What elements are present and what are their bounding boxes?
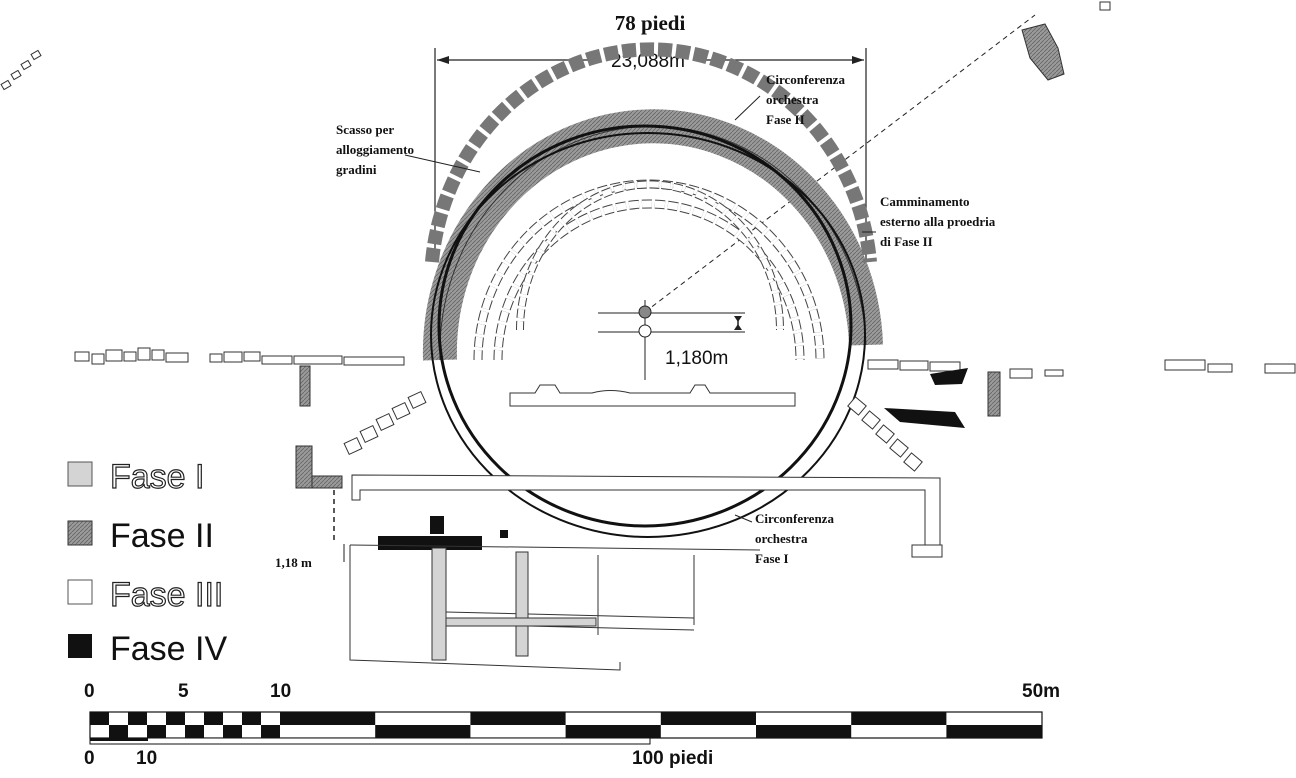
fase4-wall: [378, 536, 482, 550]
orchestra-circle-fase1: [430, 132, 866, 538]
wall-right: [867, 359, 1296, 379]
wall-right-fase2-pier: [987, 371, 1001, 417]
scale-segment-large: [280, 712, 376, 725]
annotation-orchestra-fase2: Circonferenza orchestra Fase II: [734, 72, 845, 127]
annotation-camminamento-line2: esterno alla proedria: [880, 214, 996, 229]
scale-segment-small: [223, 725, 242, 738]
annotation-orchestra-fase2-line3: Fase II: [766, 112, 805, 127]
scale-segment-large: [851, 712, 947, 725]
scale-segment-large: [375, 725, 471, 738]
scale-segment-small: [128, 712, 147, 725]
annotation-orchestra-fase1: Circonferenza orchestra Fase I: [734, 511, 834, 566]
scale-bar-meters: 0 5 10 50m: [84, 681, 1060, 739]
legend-item-fase1: Fase I: [67, 457, 205, 497]
annotation-orchestra-fase1-line1: Circonferenza: [755, 511, 834, 526]
annotation-camminamento-line3: di Fase II: [880, 234, 933, 249]
wall-left-fase2-pier: [299, 365, 311, 407]
wall-right-fase4-block-b: [884, 408, 965, 428]
fragment-top-left: [0, 49, 42, 91]
scale-tick-10: 10: [270, 681, 291, 702]
legend-item-fase2: Fase II: [67, 517, 214, 555]
legend-item-fase4: Fase IV: [68, 630, 227, 668]
scale-feet-tick-0: 0: [84, 748, 95, 769]
fragment-top-right: [1021, 1, 1111, 81]
lower-rooms-fase1-walls: [431, 547, 597, 661]
offset-label: 1,180m: [665, 348, 728, 369]
scale-tick-0: 0: [84, 681, 95, 702]
annotation-scasso-line1: Scasso per: [336, 122, 394, 137]
small-offset-label: 1,18 m: [275, 555, 312, 570]
scale-bar-checker: [90, 712, 1042, 738]
dimension-feet-label: 78 piedi: [615, 11, 686, 35]
scaena-front: [509, 384, 796, 407]
scale-segment-large: [946, 725, 1042, 738]
scale-feet-tick-10: 10: [136, 748, 157, 769]
scaena-building: [351, 474, 941, 546]
scale-segment-small: [261, 725, 280, 738]
scale-segment-small: [166, 712, 185, 725]
scale-segment-small: [185, 725, 204, 738]
scale-segment-small: [242, 712, 261, 725]
scale-bar-feet: 0 10 100 piedi: [84, 737, 713, 769]
annotation-orchestra-fase2-line1: Circonferenza: [766, 72, 845, 87]
center-markers: 1,180m: [598, 300, 745, 380]
wall-right-fase4-block-a: [930, 368, 968, 385]
lower-rooms: [349, 544, 761, 671]
parodos-right: [847, 396, 923, 472]
orchestra-circle-fase2: [437, 124, 853, 528]
scale-tick-5: 5: [178, 681, 189, 702]
scaena-left-fase2-b: [311, 475, 343, 489]
cavea-fase3-rows: [473, 179, 825, 361]
scale-end-feet: 100 piedi: [632, 748, 713, 769]
annotation-camminamento: Camminamento esterno alla proedria di Fa…: [862, 194, 996, 249]
scale-segment-large: [660, 712, 756, 725]
annotation-orchestra-fase1-line3: Fase I: [755, 551, 789, 566]
scale-segment-large: [565, 725, 661, 738]
annotation-orchestra-fase1-line2: orchestra: [755, 531, 808, 546]
legend-label-fase3: Fase III: [110, 576, 223, 614]
annotation-scasso-line3: gradini: [336, 162, 377, 177]
scale-segment-small: [204, 712, 223, 725]
annotation-scasso-line2: alloggiamento: [336, 142, 414, 157]
parodos-left: [343, 390, 427, 456]
cavea-seat-blocks-outer: [425, 42, 877, 263]
legend-label-fase2: Fase II: [110, 517, 214, 555]
legend-label-fase4: Fase IV: [110, 630, 227, 668]
scale-segment-small: [109, 725, 128, 738]
scale-segment-small: [147, 725, 166, 738]
legend: Fase I Fase II Fase III Fase IV: [67, 457, 227, 668]
legend-item-fase3: Fase III: [67, 575, 224, 615]
scale-segment-small: [90, 712, 109, 725]
scale-end-meters: 50m: [1022, 681, 1060, 702]
wall-left: [74, 347, 405, 366]
scale-segment-large: [756, 725, 852, 738]
scaena-left-fase2: [295, 445, 313, 489]
scale-segment-large: [470, 712, 566, 725]
annotation-scasso: Scasso per alloggiamento gradini: [336, 122, 481, 177]
annotation-orchestra-fase2-line2: orchestra: [766, 92, 819, 107]
legend-label-fase1: Fase I: [110, 458, 204, 496]
annotation-camminamento-line1: Camminamento: [880, 194, 970, 209]
